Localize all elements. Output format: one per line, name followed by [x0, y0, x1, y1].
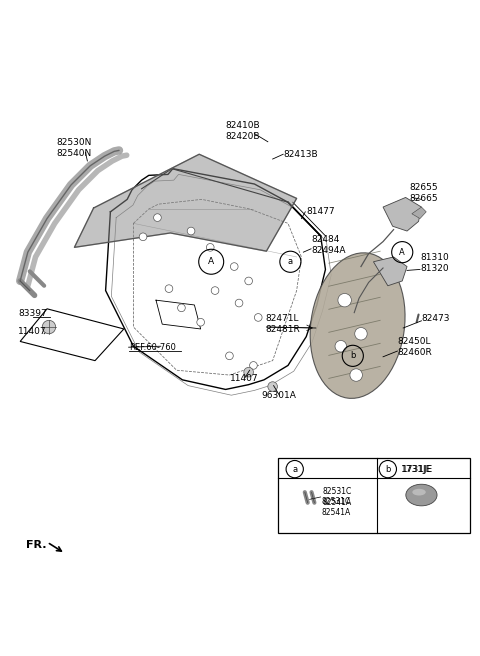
Polygon shape	[412, 207, 426, 218]
Circle shape	[355, 327, 367, 340]
Text: 81310
81320: 81310 81320	[420, 253, 449, 274]
Text: 82473: 82473	[421, 314, 450, 323]
Circle shape	[197, 318, 204, 326]
Text: 82531C
82541A: 82531C 82541A	[323, 487, 352, 507]
Text: a: a	[288, 257, 293, 266]
Text: 82450L
82460R: 82450L 82460R	[397, 337, 432, 358]
Text: b: b	[350, 352, 356, 360]
Circle shape	[230, 262, 238, 270]
Circle shape	[254, 314, 262, 321]
Text: 82413B: 82413B	[283, 150, 318, 159]
Text: 82484
82494A: 82484 82494A	[311, 236, 346, 255]
Text: A: A	[208, 257, 214, 266]
Text: 82531C
82541A: 82531C 82541A	[322, 497, 351, 517]
Text: a: a	[292, 464, 297, 474]
Circle shape	[350, 369, 362, 381]
Circle shape	[335, 340, 347, 352]
Circle shape	[338, 293, 351, 307]
Text: b: b	[385, 464, 391, 474]
Text: 1731JE: 1731JE	[401, 464, 432, 474]
Polygon shape	[74, 154, 297, 251]
Polygon shape	[383, 197, 421, 231]
Text: A: A	[399, 248, 405, 256]
FancyBboxPatch shape	[278, 458, 470, 533]
Circle shape	[154, 214, 161, 222]
Circle shape	[211, 287, 219, 295]
Ellipse shape	[412, 489, 426, 495]
Text: REF.60-760: REF.60-760	[129, 342, 176, 352]
Text: 82471L
82481R: 82471L 82481R	[265, 314, 300, 334]
Text: 11407: 11407	[18, 327, 47, 337]
Text: 82655
82665: 82655 82665	[409, 182, 438, 203]
Text: 11407: 11407	[229, 374, 258, 383]
Circle shape	[178, 304, 185, 312]
Circle shape	[165, 285, 173, 293]
Text: 82410B
82420B: 82410B 82420B	[225, 121, 260, 141]
Circle shape	[226, 352, 233, 359]
Text: FR.: FR.	[26, 540, 47, 550]
Polygon shape	[20, 309, 124, 361]
Text: 96301A: 96301A	[261, 391, 296, 400]
Circle shape	[250, 361, 257, 369]
Circle shape	[42, 320, 56, 334]
Circle shape	[245, 277, 252, 285]
Circle shape	[268, 382, 277, 392]
Circle shape	[139, 233, 147, 241]
Text: 83397: 83397	[18, 309, 47, 318]
Polygon shape	[373, 257, 407, 286]
Circle shape	[235, 299, 243, 307]
Circle shape	[187, 227, 195, 235]
Text: 81477: 81477	[306, 207, 335, 216]
Circle shape	[244, 367, 253, 377]
Circle shape	[206, 243, 214, 251]
Text: 1731JE: 1731JE	[402, 465, 433, 474]
Ellipse shape	[310, 253, 405, 398]
Ellipse shape	[406, 484, 437, 506]
Text: 82530N
82540N: 82530N 82540N	[57, 138, 92, 158]
